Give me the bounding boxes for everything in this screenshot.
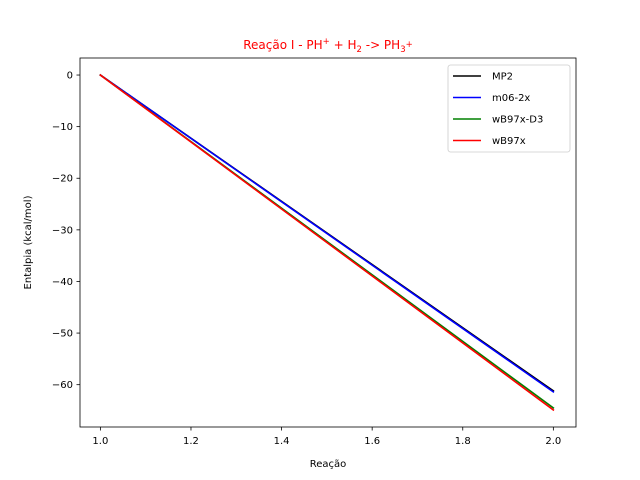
legend-label: MP2 [492, 72, 513, 83]
y-tick-label: 0 [67, 71, 73, 82]
x-axis: 1.0 1.2 1.4 1.6 1.8 2.0 [92, 427, 561, 447]
plot-series [99, 73, 555, 412]
y-tick-label: −50 [52, 329, 73, 340]
title-part: 3 [400, 45, 405, 55]
title-part: Reação I - PH [243, 38, 322, 52]
y-tick-label: −30 [52, 225, 73, 236]
legend-box [447, 64, 571, 153]
x-tick-label: 2.0 [545, 436, 561, 447]
plot-frame [79, 57, 577, 428]
y-tick-label: −20 [52, 174, 73, 185]
series-line-wb97x [99, 73, 555, 412]
legend-label: wB97x [492, 136, 526, 147]
x-tick-label: 1.8 [455, 436, 471, 447]
y-tick-label: −60 [52, 380, 73, 391]
title-part: + [406, 40, 413, 50]
x-axis-label: Reação [310, 459, 347, 470]
title-part: -> PH [362, 38, 400, 52]
y-axis-label: Entalpia (kcal/mol) [23, 195, 34, 289]
x-tick-label: 1.0 [92, 436, 108, 447]
title-part: + [323, 37, 330, 47]
y-tick-label: −10 [52, 122, 73, 133]
x-tick-label: 1.4 [274, 436, 290, 447]
y-tick-label: −40 [52, 277, 73, 288]
x-tick-label: 1.2 [183, 436, 199, 447]
x-tick-label: 1.6 [364, 436, 380, 447]
chart-title: Reação I - PH+ + H2 -> PH3+ [243, 37, 413, 55]
series-line-m06-2x [99, 73, 555, 394]
title-part: 2 [357, 45, 362, 55]
y-axis: 0 −10 −20 −30 −40 −50 −60 [52, 71, 80, 391]
title-part: + H [330, 38, 357, 52]
legend-label: m06-2x [492, 93, 530, 104]
legend: MP2 m06-2x wB97x-D3 wB97x [447, 64, 571, 153]
legend-label: wB97x-D3 [492, 115, 543, 126]
